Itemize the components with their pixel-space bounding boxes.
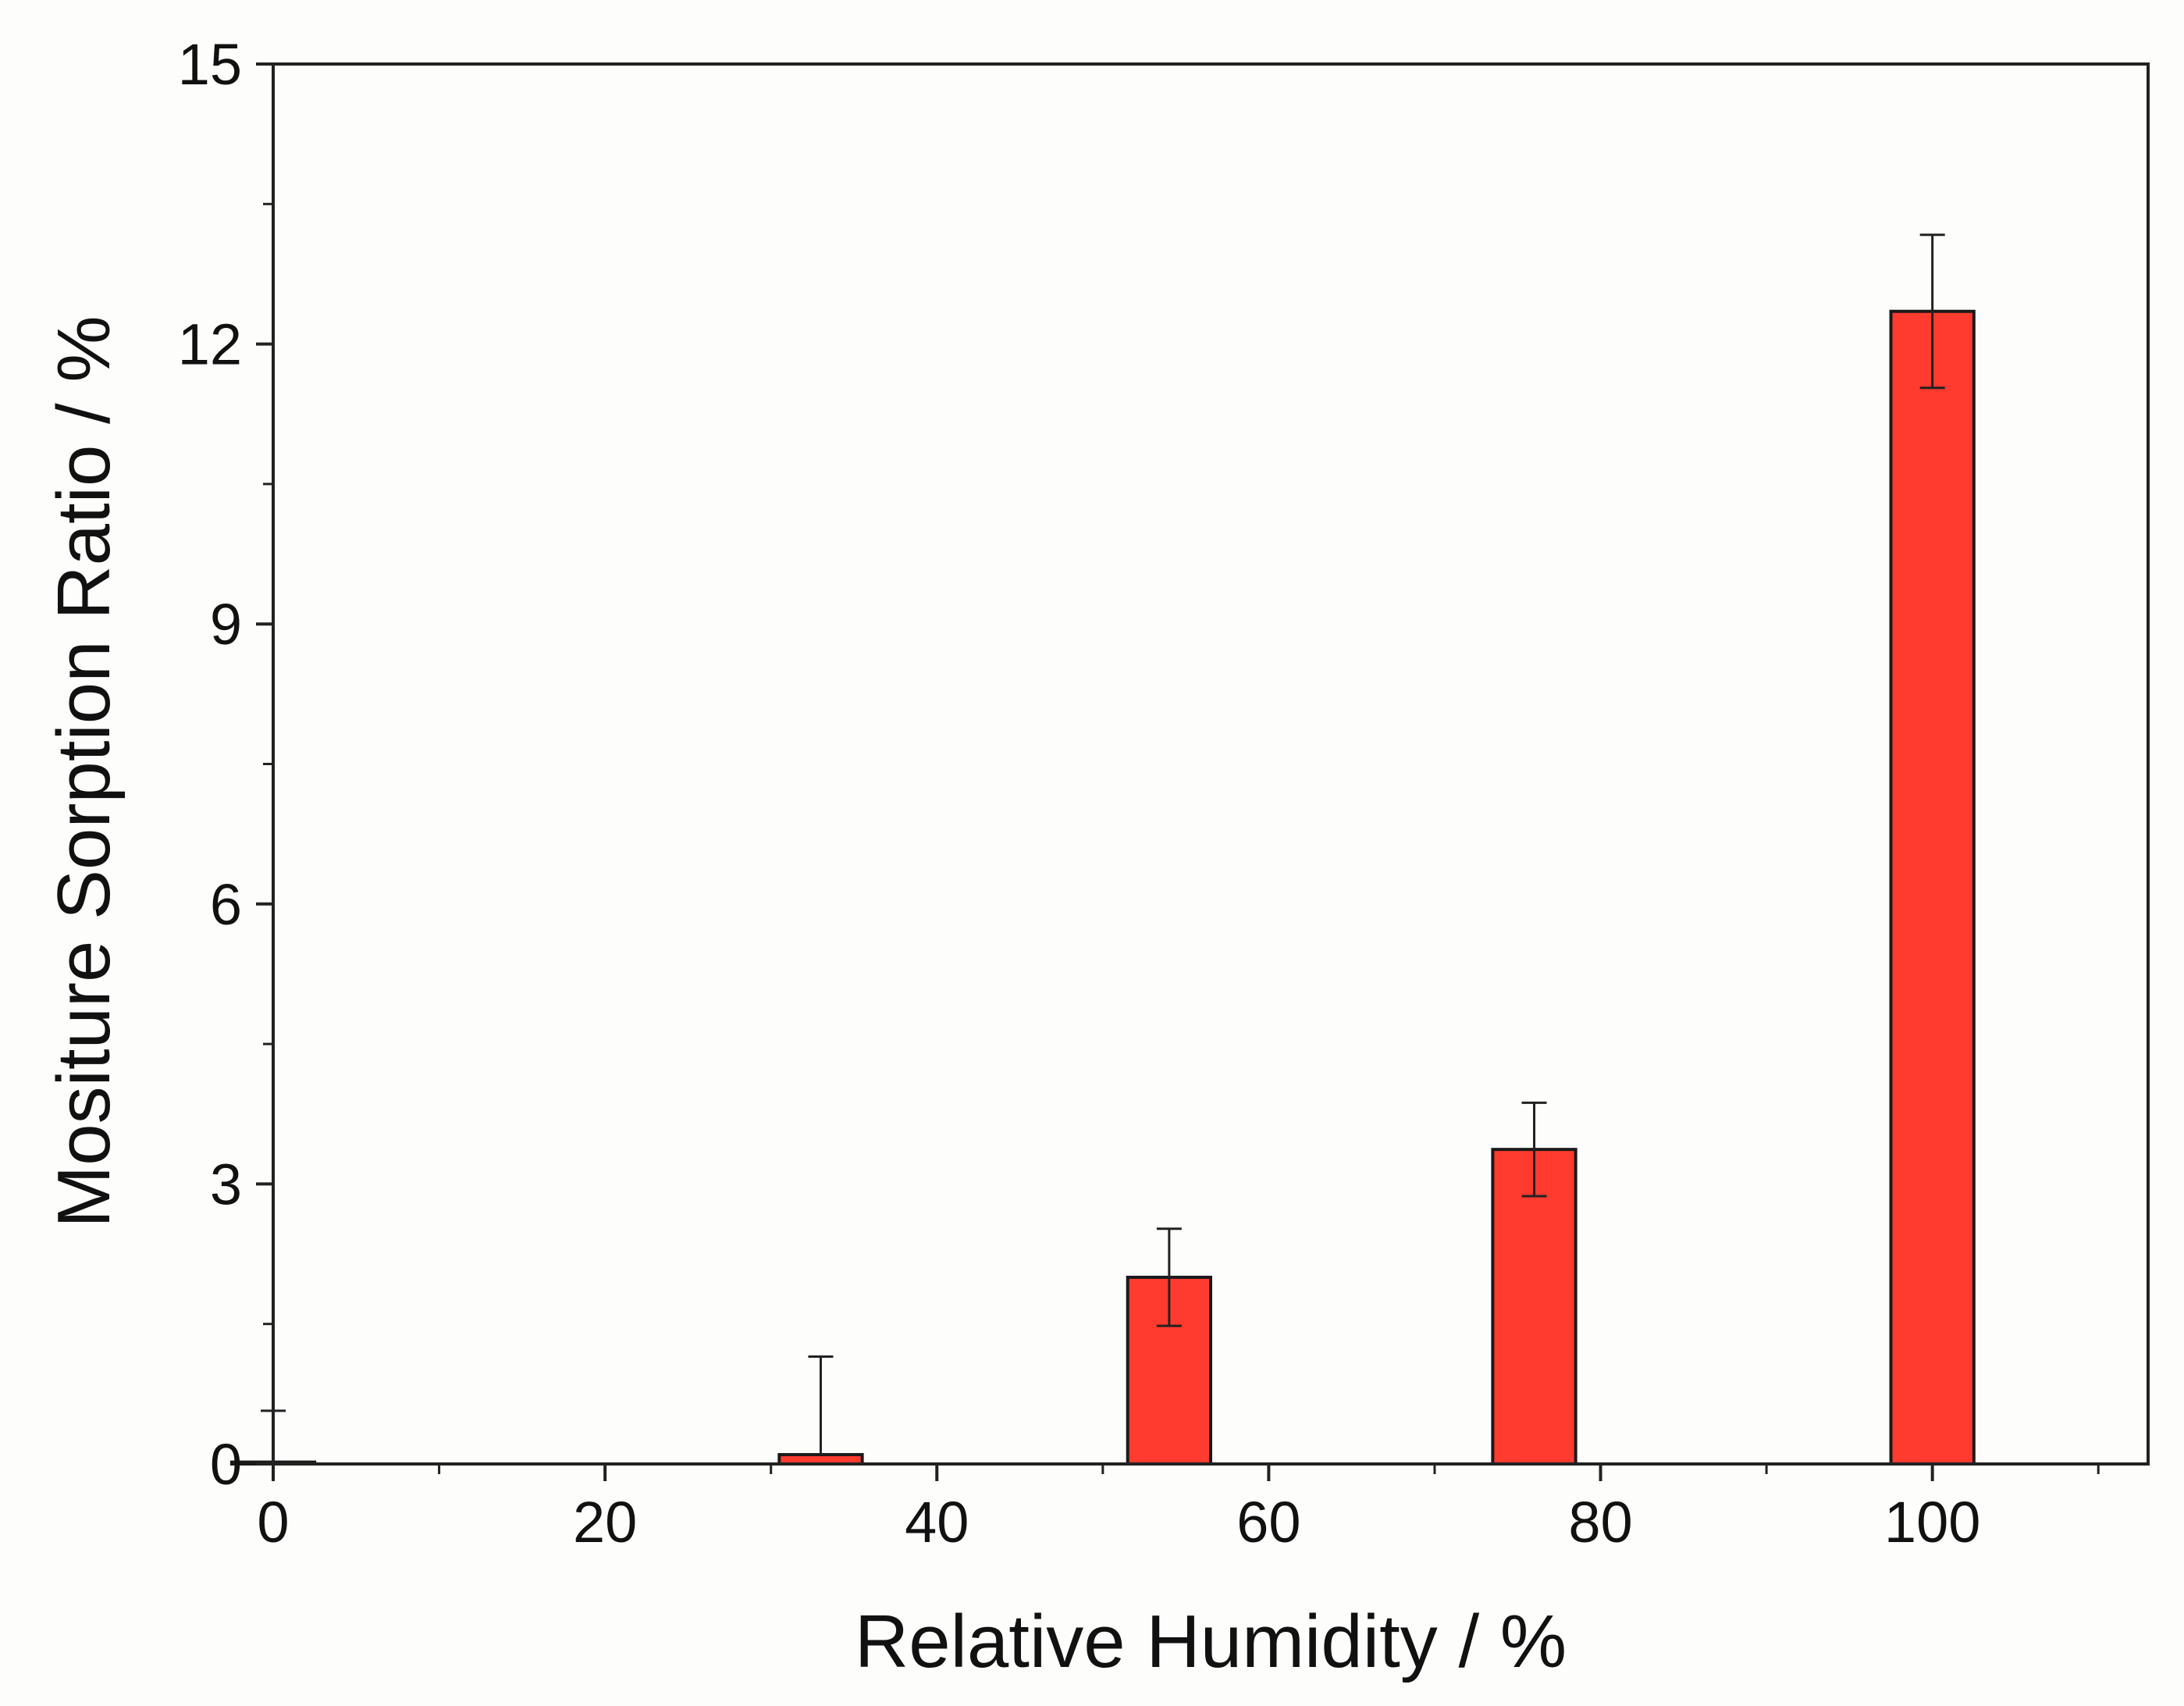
ticks-layer (256, 62, 2100, 1481)
y-tick-label: 12 (178, 312, 242, 377)
plot-frame (272, 62, 2150, 1466)
x-tick-label: 20 (573, 1490, 637, 1555)
y-tick-label: 6 (210, 872, 242, 937)
bar (1491, 1148, 1578, 1466)
x-axis-title: Relative Humidity / % (855, 1600, 1567, 1683)
error-bar (1156, 1227, 1182, 1327)
bars-layer (229, 309, 1976, 1466)
x-tick-label: 40 (905, 1490, 969, 1555)
tick-labels-layer: 0 20 40 60 80 100 0 3 6 9 12 15 (178, 32, 1981, 1555)
bar (1889, 309, 1976, 1466)
y-axis-title: Mositure Sorption Ratio / % (42, 315, 126, 1228)
x-tick-label: 0 (257, 1490, 289, 1555)
x-tick-label: 60 (1236, 1490, 1300, 1555)
y-tick-label: 0 (210, 1432, 242, 1497)
y-tick-label: 3 (210, 1152, 242, 1216)
error-bar (1521, 1101, 1547, 1198)
y-tick-label: 9 (210, 592, 242, 657)
x-tick-label: 100 (1884, 1490, 1980, 1555)
error-bars-layer (261, 233, 1945, 1462)
y-tick-label: 15 (178, 32, 242, 97)
x-tick-label: 80 (1568, 1490, 1632, 1555)
error-bar (1919, 233, 1945, 390)
error-bar (808, 1355, 834, 1455)
